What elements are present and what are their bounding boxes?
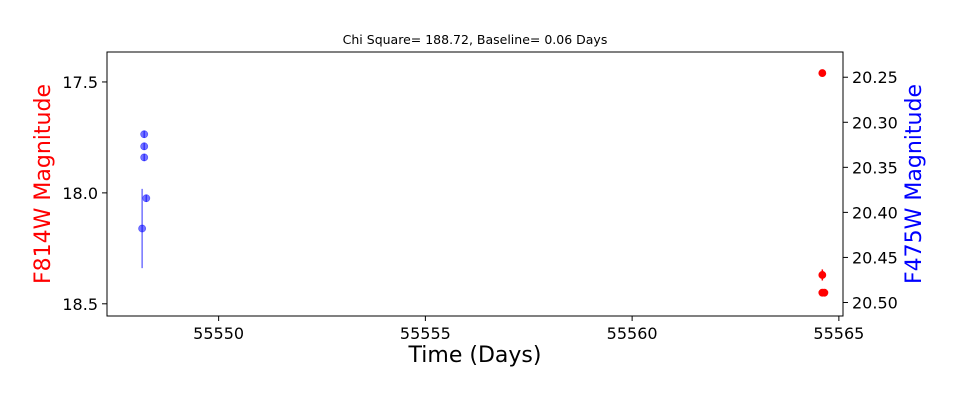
- x-tick-label: 55565: [813, 324, 864, 343]
- f475w-data-point: [140, 130, 149, 139]
- f475w-data-point: [140, 142, 149, 151]
- right-y-tick-label: 20.30: [852, 113, 898, 132]
- x-tick-label: 55550: [193, 324, 244, 343]
- left-y-tick-label: 18.5: [62, 295, 98, 314]
- right-y-tick-label: 20.40: [852, 203, 898, 222]
- left-y-axis-ticks: 17.5 18.0 18.5: [62, 73, 107, 314]
- right-y-tick-label: 20.35: [852, 158, 898, 177]
- data-points: [138, 69, 829, 297]
- f475w-data-point: [140, 153, 149, 162]
- left-y-axis-label: F814W Magnitude: [31, 84, 56, 284]
- x-axis-label: Time (Days): [408, 343, 542, 368]
- left-y-tick-label: 18.0: [62, 184, 98, 203]
- left-y-tick-label: 17.5: [62, 73, 98, 92]
- right-y-axis-ticks: 20.25 20.30 20.35 20.40 20.45 20.50: [843, 68, 898, 312]
- f814w-data-point: [820, 288, 829, 297]
- plot-frame: [106, 51, 844, 317]
- f475w-data-point: [142, 194, 151, 203]
- right-y-tick-label: 20.45: [852, 248, 898, 267]
- chart-title: Chi Square= 188.72, Baseline= 0.06 Days: [343, 32, 608, 47]
- right-y-tick-label: 20.50: [852, 293, 898, 312]
- f475w-data-point: [138, 224, 147, 233]
- x-tick-label: 55560: [607, 324, 658, 343]
- x-axis-ticks: 55550 55555 55560 55565: [193, 316, 864, 343]
- f814w-data-point: [818, 271, 827, 279]
- x-tick-label: 55555: [400, 324, 451, 343]
- right-y-tick-label: 20.25: [852, 68, 898, 87]
- right-y-axis-label: F475W Magnitude: [902, 84, 927, 284]
- f814w-data-point: [818, 69, 827, 77]
